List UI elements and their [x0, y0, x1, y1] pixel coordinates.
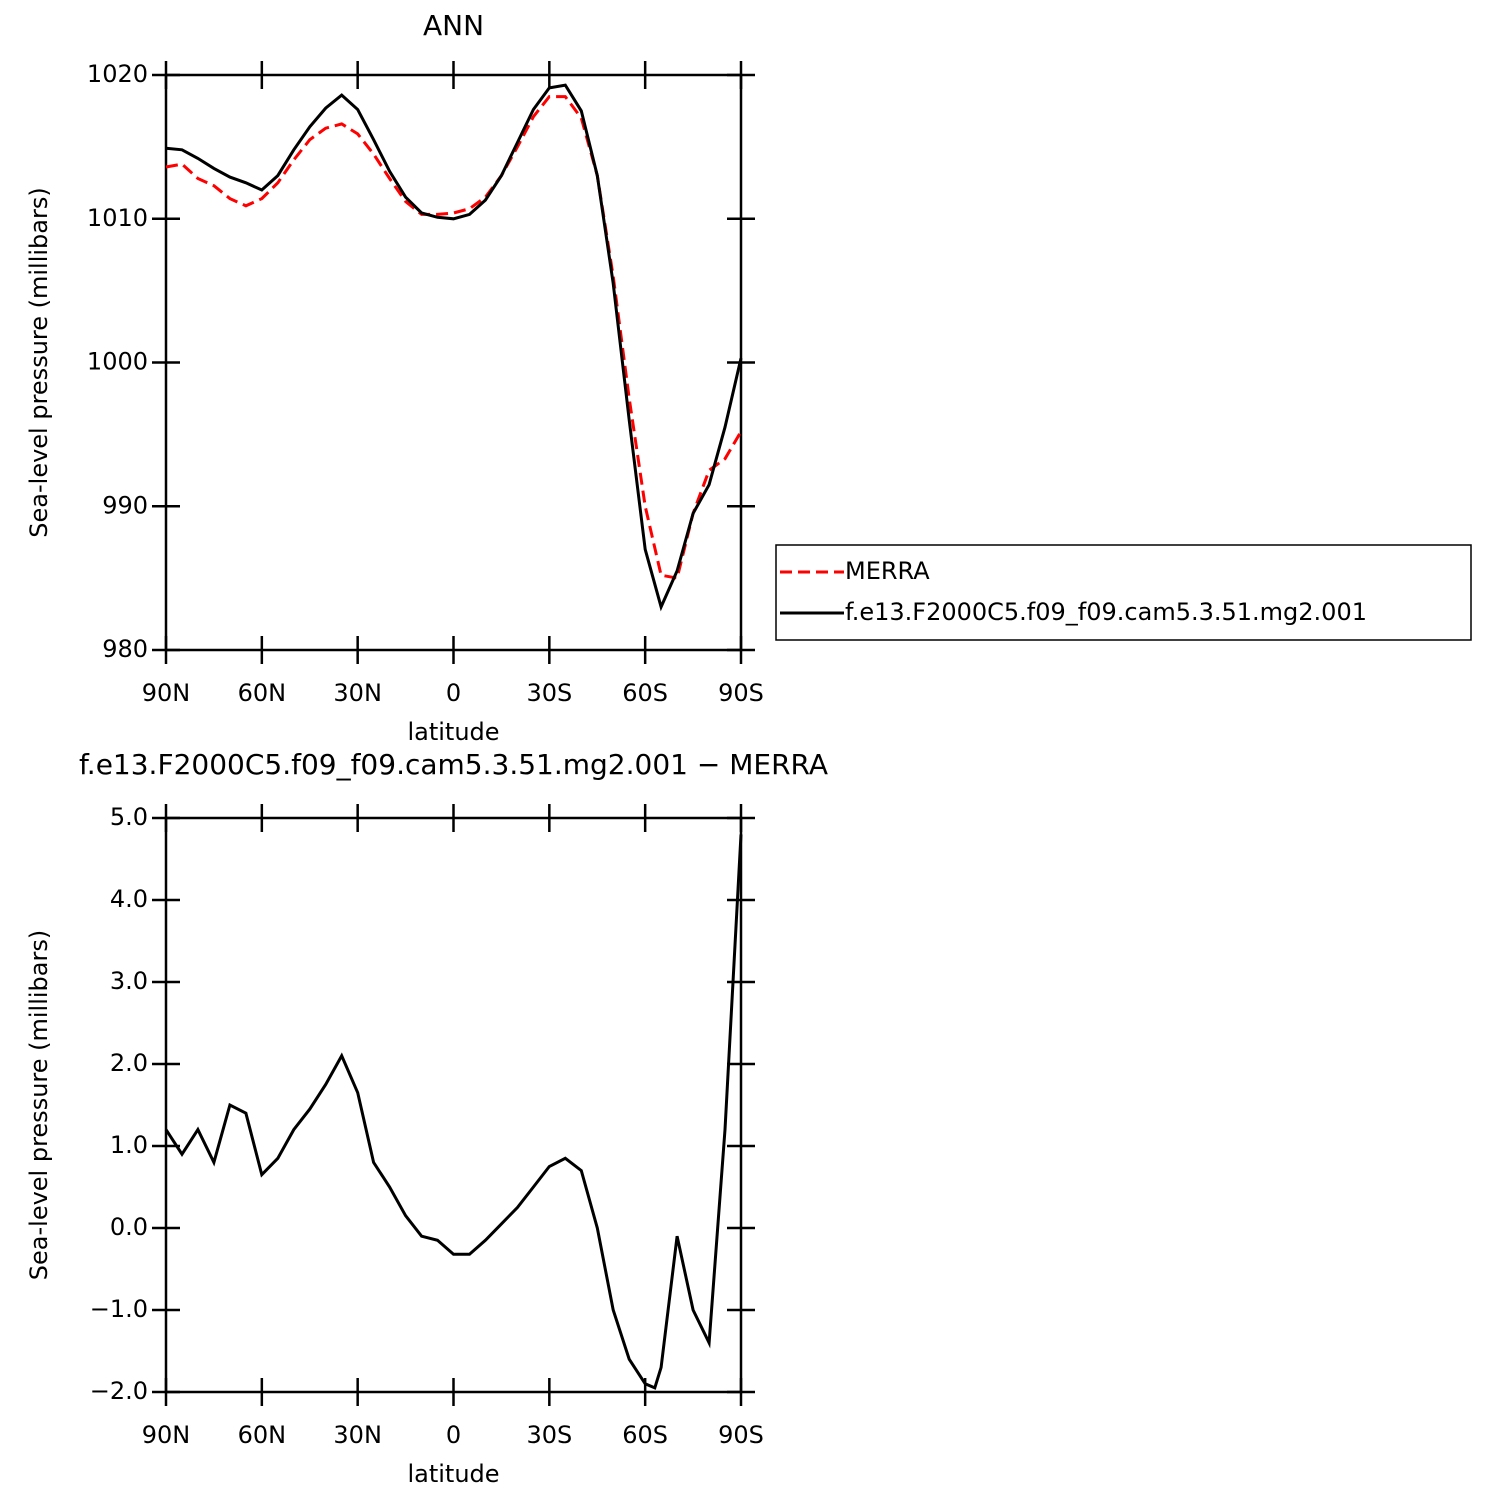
y-axis-label: Sea-level pressure (millibars)	[25, 187, 53, 537]
legend-box	[775, 544, 1472, 641]
y-tick-label: −1.0	[90, 1295, 148, 1323]
y-tick-label: 1020	[87, 60, 148, 88]
x-tick-label: 0	[446, 679, 461, 707]
x-tick-label: 60N	[238, 1421, 287, 1449]
x-tick-label: 30N	[333, 679, 382, 707]
x-axis-label: latitude	[407, 1460, 499, 1488]
y-tick-label: −2.0	[90, 1377, 148, 1405]
y-tick-label: 0.0	[110, 1213, 148, 1241]
legend-label: MERRA	[845, 557, 930, 585]
x-tick-label: 60N	[238, 679, 287, 707]
legend-label: f.e13.F2000C5.f09_f09.cam5.3.51.mg2.001	[845, 598, 1367, 626]
x-tick-label: 60S	[622, 679, 668, 707]
chart-title: f.e13.F2000C5.f09_f09.cam5.3.51.mg2.001 …	[79, 748, 828, 781]
x-tick-label: 90N	[142, 679, 191, 707]
x-axis-label: latitude	[407, 718, 499, 746]
y-tick-label: 1.0	[110, 1131, 148, 1159]
plot-frame	[164, 73, 743, 652]
y-tick-label: 5.0	[110, 803, 148, 831]
y-tick-label: 990	[102, 491, 148, 519]
y-tick-label: 1010	[87, 204, 148, 232]
x-tick-label: 90N	[142, 1421, 191, 1449]
y-tick-label: 980	[102, 635, 148, 663]
data-line	[164, 834, 743, 1390]
x-tick-label: 30S	[526, 679, 572, 707]
chart-title: ANN	[423, 9, 484, 42]
x-tick-label: 60S	[622, 1421, 668, 1449]
data-line	[165, 95, 743, 580]
x-tick-label: 30N	[333, 1421, 382, 1449]
y-tick-label: 1000	[87, 348, 148, 376]
x-tick-label: 0	[446, 1421, 461, 1449]
x-tick-label: 90S	[718, 1421, 764, 1449]
y-axis-label: Sea-level pressure (millibars)	[25, 930, 53, 1280]
x-tick-label: 30S	[526, 1421, 572, 1449]
y-tick-label: 4.0	[110, 885, 148, 913]
data-line	[165, 83, 743, 612]
x-tick-label: 90S	[718, 679, 764, 707]
y-tick-label: 2.0	[110, 1049, 148, 1077]
y-tick-label: 3.0	[110, 967, 148, 995]
plot-frame	[164, 816, 743, 1394]
